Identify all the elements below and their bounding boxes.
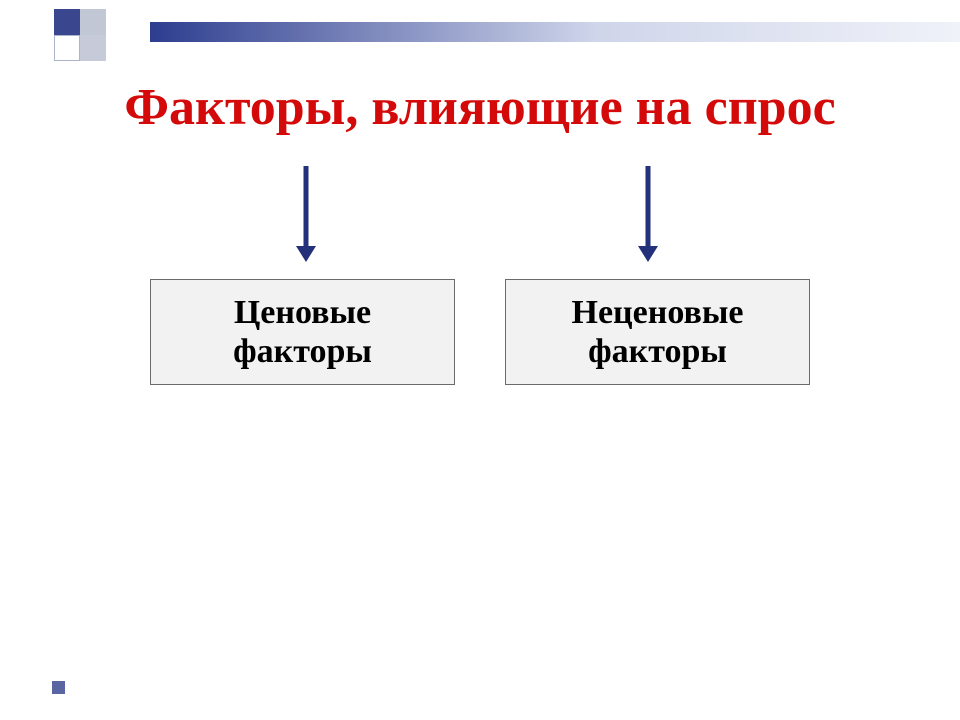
corner-square-gray xyxy=(80,9,106,35)
slide-header xyxy=(0,0,960,62)
footer-bullet-icon xyxy=(52,681,65,694)
arrow-down-icon xyxy=(633,166,663,270)
box-price-factors: Ценовые факторы xyxy=(150,279,455,385)
box-nonprice-factors: Неценовые факторы xyxy=(505,279,810,385)
slide-title: Факторы, влияющие на спрос xyxy=(0,78,960,137)
header-gradient-bar xyxy=(150,22,960,42)
arrow-down-icon xyxy=(291,166,321,270)
corner-square-dark xyxy=(54,9,80,35)
corner-square-gray2 xyxy=(80,35,106,61)
slide: Факторы, влияющие на спрос Ценовые факто… xyxy=(0,0,960,720)
corner-square-white xyxy=(54,35,80,61)
header-corner-squares xyxy=(54,9,144,61)
